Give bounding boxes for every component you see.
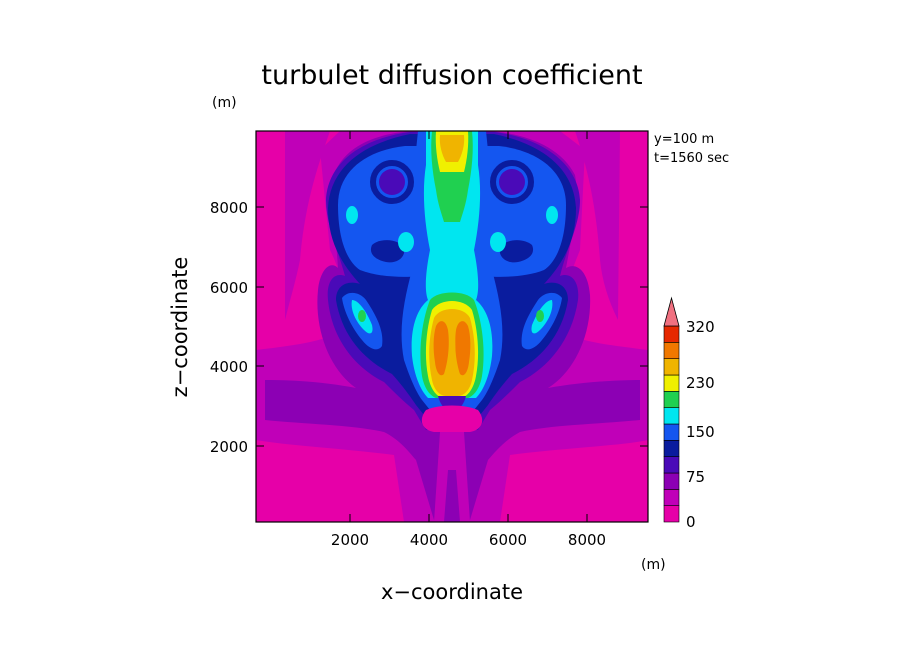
colorbar-extend-triangle (663, 296, 680, 327)
colorbar-swatch (663, 505, 680, 523)
colorbar-label: 150 (686, 423, 715, 441)
y-unit-label: (m) (212, 95, 237, 111)
colorbar-label: 0 (686, 513, 696, 531)
chart-title: turbulet diffusion coefficient (261, 60, 642, 91)
x-tick-label: 6000 (489, 531, 527, 549)
navy-ring-right (490, 160, 534, 204)
level-25-upper-right (575, 131, 620, 320)
colorbar-swatch (663, 456, 680, 474)
y-axis (256, 206, 648, 447)
y-tick-label: 2000 (210, 438, 248, 456)
y-tick-label: 8000 (210, 199, 248, 217)
annotation-t: t=1560 sec (654, 151, 729, 166)
navy-lower-left (370, 240, 405, 263)
y-tick-label: 6000 (210, 279, 248, 297)
colorbar-swatch (663, 423, 680, 441)
level-260-left-streak (433, 321, 449, 376)
colorbar-swatch (663, 374, 680, 392)
level-260-center-streak (449, 327, 456, 380)
cyan-spot-r2 (490, 232, 506, 252)
colorbar-swatch (663, 358, 680, 376)
violet-stem-core (444, 470, 460, 522)
navy-spot-right (499, 169, 525, 195)
green-spot-left (358, 310, 366, 322)
navy-spot-left (379, 169, 405, 195)
x-axis (349, 131, 588, 522)
cyan-spot-l2 (398, 232, 414, 252)
level-230-top (439, 135, 465, 162)
colorbar-label: 230 (686, 374, 715, 392)
cyan-spot-l1 (346, 206, 358, 224)
colorbar-swatch (663, 489, 680, 506)
x-unit-label: (m) (641, 557, 666, 573)
colorbar (663, 296, 680, 523)
colorbar-label: 320 (686, 318, 715, 336)
navy-lower-right (499, 240, 534, 263)
y-axis-title: z−coordinate (168, 257, 192, 398)
annotation-y: y=100 m (654, 132, 714, 147)
navy-ring-left (370, 160, 414, 204)
colorbar-label: 75 (686, 468, 705, 486)
colorbar-swatch (663, 325, 680, 343)
level-25-upper-left (285, 131, 330, 320)
x-axis-title: x−coordinate (381, 580, 523, 604)
level-260-right-streak (455, 321, 471, 376)
colorbar-swatch (663, 472, 680, 490)
colorbar-swatch (663, 342, 680, 359)
colorbar-swatch (663, 440, 680, 457)
plot-frame (255, 130, 649, 523)
contour-field (256, 131, 648, 522)
pink-base-bulb (421, 405, 483, 432)
cyan-spot-r1 (546, 206, 558, 224)
x-tick-label: 4000 (410, 531, 448, 549)
colorbar-swatch (663, 391, 680, 408)
green-spot-right (536, 310, 544, 322)
x-tick-label: 2000 (331, 531, 369, 549)
colorbar-swatch (663, 407, 680, 425)
x-tick-label: 8000 (568, 531, 606, 549)
y-tick-label: 4000 (210, 358, 248, 376)
